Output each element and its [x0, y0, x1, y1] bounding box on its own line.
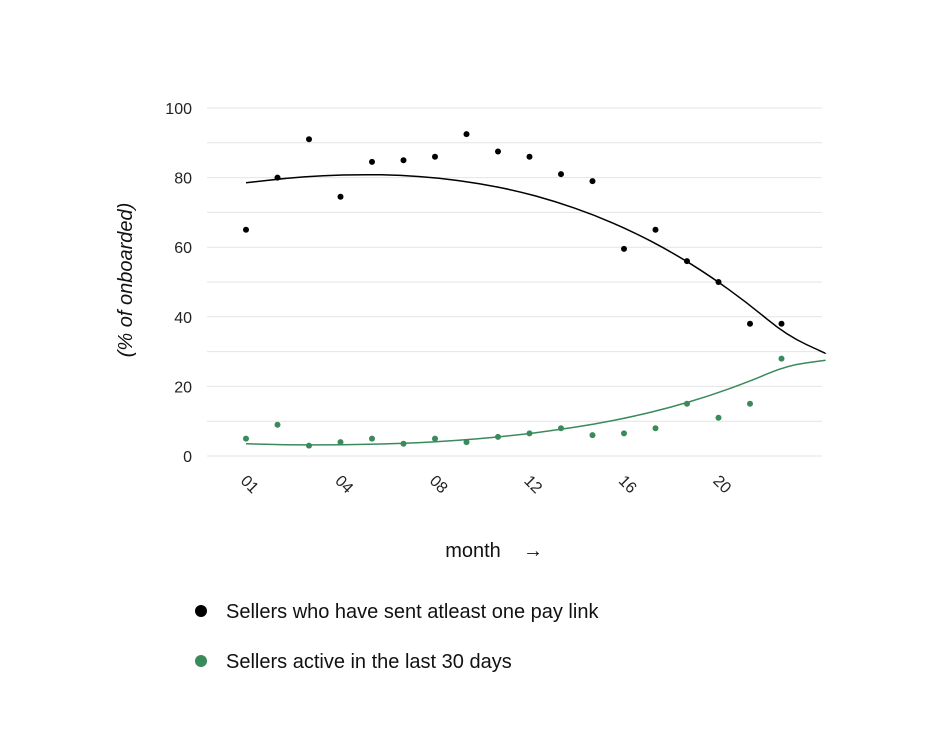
data-point-pay-link: [778, 320, 785, 327]
data-point-active: [558, 425, 564, 432]
data-point-pay-link: [621, 245, 627, 252]
x-tick-label: 08: [426, 473, 451, 498]
data-point-pay-link: [747, 320, 753, 327]
x-axis-arrow: →: [523, 540, 543, 562]
data-point-active: [463, 439, 470, 446]
data-point-pay-link: [369, 158, 375, 165]
data-point-pay-link: [432, 153, 438, 160]
legend-marker: [195, 655, 207, 667]
data-point-active: [526, 430, 533, 437]
data-point-active: [337, 439, 344, 446]
trendline-pay-link: [245, 173, 827, 355]
x-tick-label: 04: [331, 473, 356, 498]
data-point-active: [400, 440, 407, 447]
data-point-pay-link: [274, 174, 281, 181]
data-point-active: [243, 435, 249, 442]
data-point-active: [684, 400, 690, 407]
data-point-active: [369, 435, 375, 442]
data-point-active: [589, 432, 596, 439]
x-tick-label: 12: [520, 473, 545, 498]
data-point-active: [432, 435, 438, 442]
data-point-pay-link: [495, 148, 501, 155]
data-point-active: [621, 430, 627, 437]
data-point-pay-link: [589, 178, 596, 185]
data-point-pay-link: [243, 226, 249, 233]
y-tick-label: 40: [174, 310, 192, 327]
x-axis-label: month: [445, 540, 501, 562]
data-point-active: [306, 442, 312, 449]
data-point-active: [274, 421, 281, 428]
y-tick-label: 100: [165, 101, 192, 118]
data-points: [243, 131, 785, 449]
y-tick-label: 80: [174, 171, 192, 188]
data-point-pay-link: [715, 279, 722, 285]
data-point-pay-link: [684, 258, 690, 265]
data-point-active: [747, 400, 753, 407]
x-tick-label: 01: [237, 473, 262, 498]
data-point-pay-link: [652, 226, 659, 233]
x-tick-label: 20: [709, 473, 734, 498]
y-tick-label: 60: [174, 240, 192, 257]
legend-marker: [195, 605, 207, 617]
y-axis-label: (% of onboarded): [115, 203, 137, 358]
legend-label: Sellers active in the last 30 days: [226, 651, 512, 673]
y-tick-label: 0: [183, 449, 192, 466]
legend-label: Sellers who have sent atleast one pay li…: [226, 601, 599, 623]
data-point-pay-link: [337, 193, 344, 200]
trendline-active: [245, 359, 826, 446]
data-point-active: [778, 355, 785, 362]
legend-item: Sellers active in the last 30 days: [195, 651, 512, 673]
data-point-pay-link: [558, 171, 564, 178]
trendlines: [245, 173, 827, 446]
grid: [207, 107, 822, 457]
legend-item: Sellers who have sent atleast one pay li…: [195, 601, 599, 623]
y-axis-ticks: 0 20 40 60 80 100: [165, 101, 192, 466]
data-point-pay-link: [526, 153, 533, 160]
data-point-active: [495, 433, 501, 440]
x-axis-ticks: 01 04 08 12 16 20: [237, 473, 734, 498]
data-point-active: [715, 414, 722, 421]
data-point-pay-link: [463, 131, 470, 138]
legend: Sellers who have sent atleast one pay li…: [195, 601, 599, 673]
x-tick-label: 16: [615, 473, 640, 498]
data-point-pay-link: [306, 136, 312, 143]
y-tick-label: 20: [174, 379, 192, 396]
data-point-active: [652, 425, 659, 432]
data-point-pay-link: [400, 157, 407, 164]
